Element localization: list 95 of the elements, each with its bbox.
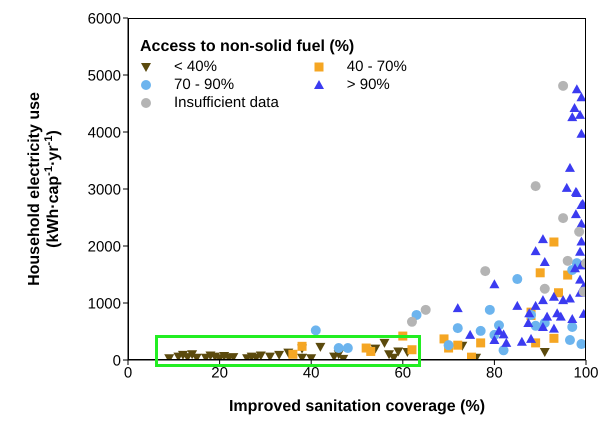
point [576, 236, 586, 246]
point [476, 326, 486, 336]
point [512, 274, 522, 284]
y-tick-label: 3000 [88, 181, 121, 198]
point [562, 182, 572, 192]
point [523, 318, 534, 327]
point [549, 238, 558, 247]
legend-label: Insufficient data [174, 94, 279, 112]
point [540, 348, 550, 358]
point [453, 340, 462, 350]
point [512, 300, 522, 310]
point [538, 295, 548, 304]
x-tick-label: 80 [486, 364, 503, 382]
point [540, 256, 550, 266]
point [476, 338, 486, 348]
point [334, 343, 344, 354]
x-tick-label: 20 [211, 364, 228, 382]
point [540, 284, 550, 294]
point [489, 335, 500, 344]
y-tick-label: 5000 [88, 67, 121, 84]
y-tick-label: 1000 [88, 295, 121, 312]
point [526, 334, 536, 343]
point [574, 226, 584, 237]
point [556, 312, 566, 321]
point [576, 339, 586, 350]
point [548, 292, 559, 301]
legend-label: 70 - 90% [174, 76, 234, 94]
point [406, 316, 417, 327]
point [572, 84, 582, 94]
legend-label: 40 - 70% [346, 58, 407, 76]
point [379, 338, 390, 348]
point [530, 181, 541, 192]
point [501, 338, 512, 347]
legend-label: > 90% [346, 76, 390, 94]
point [575, 110, 586, 119]
point [480, 266, 490, 276]
point [548, 324, 559, 333]
point [342, 343, 353, 354]
x-tick-label: 60 [394, 364, 412, 382]
point [264, 352, 275, 360]
point [564, 293, 575, 302]
point [558, 80, 568, 91]
point [393, 347, 404, 356]
point [516, 336, 527, 346]
x-tick-label: 100 [573, 364, 598, 382]
point [315, 342, 326, 352]
y-tick-label: 2000 [88, 238, 121, 256]
y-tick-label: 6000 [88, 10, 121, 28]
point [562, 256, 573, 266]
point [558, 295, 568, 304]
point [564, 162, 575, 172]
point [567, 112, 578, 122]
point [444, 340, 454, 350]
y-tick-label: 0 [112, 352, 121, 370]
point [576, 128, 586, 138]
point [407, 345, 416, 354]
point [465, 330, 476, 339]
point [420, 304, 431, 315]
point [554, 288, 564, 298]
point [570, 209, 581, 218]
point [536, 268, 545, 278]
point [366, 346, 376, 356]
point [576, 92, 586, 102]
legend-title: Access to non-solid fuel (%) [140, 38, 356, 56]
x-tick-label: 0 [124, 364, 132, 382]
legend-label: < 40% [174, 58, 217, 76]
point [274, 350, 284, 360]
point [489, 279, 500, 288]
point [567, 322, 578, 332]
point [524, 308, 534, 318]
point [310, 325, 321, 336]
point [570, 263, 580, 272]
point [498, 329, 509, 338]
point [530, 300, 541, 310]
point [542, 312, 552, 321]
point [256, 351, 266, 360]
point [288, 350, 298, 359]
point [530, 246, 541, 256]
point [567, 314, 578, 323]
point [564, 335, 575, 346]
point [575, 246, 586, 256]
point [298, 342, 307, 351]
point [412, 310, 422, 320]
point [570, 103, 580, 112]
point [549, 334, 558, 343]
x-tick-label: 40 [302, 364, 320, 382]
point [538, 322, 548, 331]
point [538, 234, 548, 244]
point [452, 303, 463, 312]
point [558, 213, 568, 224]
point [575, 274, 586, 284]
point [484, 304, 495, 315]
y-tick-label: 4000 [88, 124, 121, 142]
point [452, 323, 463, 334]
x-axis-title: Improved sanitation coverage (%) [228, 398, 486, 415]
